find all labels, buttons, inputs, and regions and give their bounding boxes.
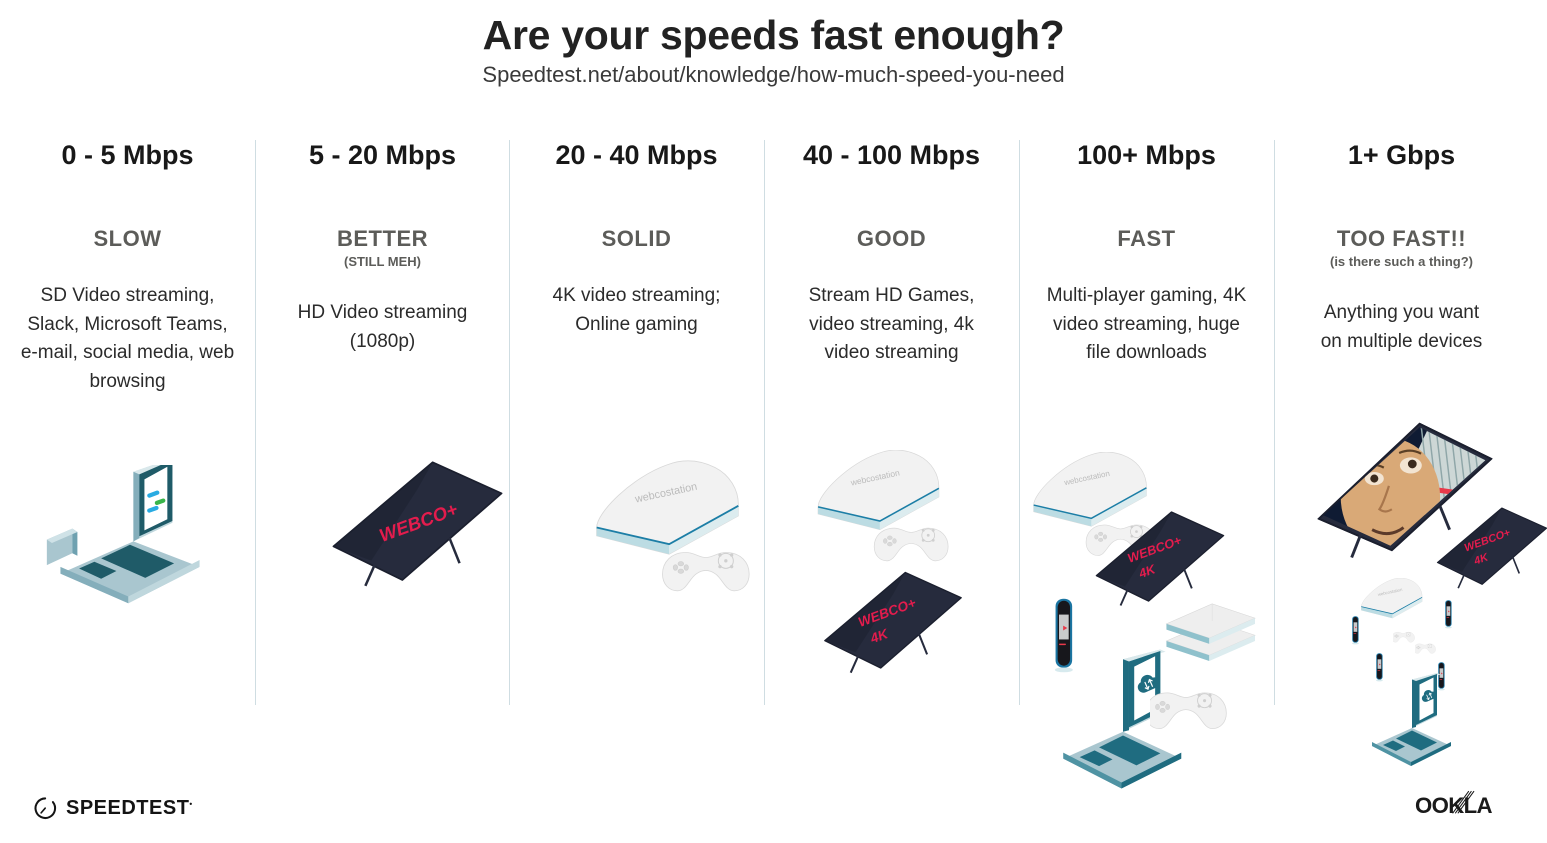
svg-text:OOKLA: OOKLA: [1415, 793, 1493, 818]
